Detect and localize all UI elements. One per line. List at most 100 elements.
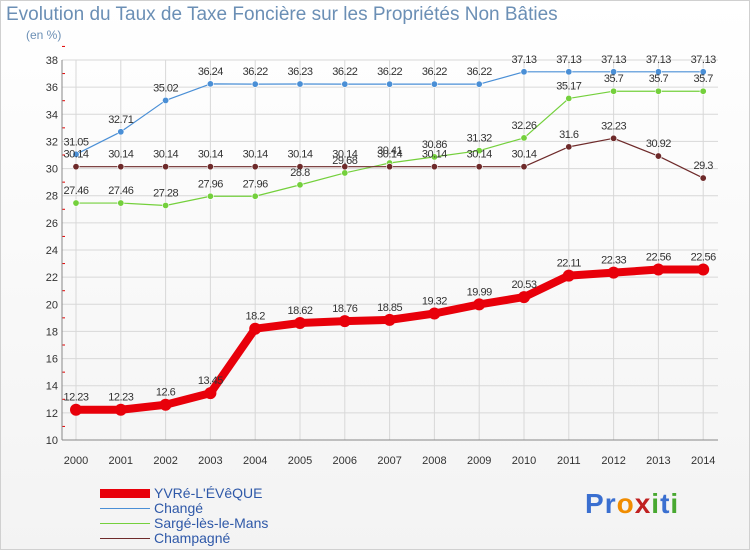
data-point: [117, 199, 125, 207]
data-point: [654, 152, 662, 160]
legend-label: Champagné: [154, 530, 231, 546]
data-point: [162, 201, 170, 209]
data-label: 19.99: [467, 286, 492, 298]
data-point: [607, 266, 620, 279]
x-tick-label: 2014: [691, 455, 715, 467]
legend-label: Changé: [154, 500, 204, 516]
logo-letter: P: [585, 488, 605, 519]
y-tick-label: 26: [46, 218, 58, 230]
data-label: 35.7: [649, 73, 669, 85]
series-lines: [70, 68, 710, 416]
data-point: [341, 163, 349, 171]
data-point: [251, 163, 259, 171]
x-tick-label: 2000: [64, 455, 88, 467]
legend-swatch: [100, 489, 150, 498]
logo-letter: o: [616, 488, 635, 519]
x-tick-label: 2007: [377, 455, 401, 467]
data-point: [162, 96, 170, 104]
data-point: [206, 80, 214, 88]
data-point: [565, 94, 573, 102]
legend-swatch: [100, 508, 150, 509]
x-tick-label: 2009: [467, 455, 491, 467]
data-label: 30.14: [467, 149, 492, 161]
data-label: 36.22: [332, 66, 357, 78]
data-point: [652, 263, 665, 276]
data-point: [428, 307, 441, 320]
legend-item[interactable]: Sargé-lès-le-Mans: [100, 516, 350, 531]
data-label: 30.14: [422, 149, 447, 161]
data-label: 30.41: [377, 145, 402, 157]
data-label: 12.6: [156, 387, 176, 399]
grid-lines: [62, 59, 718, 441]
data-point: [72, 150, 80, 158]
data-label: 36.22: [243, 66, 268, 78]
legend: YVRé-L'ÉVêQUE Changé Sargé-lès-le-Mans C…: [100, 486, 350, 546]
y-tick-label: 18: [46, 326, 58, 338]
data-point: [296, 163, 304, 171]
data-label: 36.22: [377, 66, 402, 78]
data-label: 27.46: [108, 185, 133, 197]
data-point: [70, 403, 82, 416]
y-tick-label: 14: [46, 381, 58, 393]
data-label: 30.92: [646, 138, 671, 150]
y-tick-label: 24: [46, 245, 58, 257]
data-label: 31.05: [63, 136, 88, 148]
data-label: 37.13: [511, 54, 536, 66]
data-label: 27.96: [198, 178, 223, 190]
y-tick-label: 28: [46, 191, 58, 203]
data-label: 30.14: [243, 149, 268, 161]
x-tick-label: 2006: [333, 455, 357, 467]
data-point: [697, 263, 710, 276]
data-label: 18.76: [332, 303, 357, 315]
data-point: [520, 134, 528, 142]
data-label: 30.86: [422, 139, 447, 151]
data-point: [565, 68, 573, 76]
logo-letter: i: [670, 488, 680, 519]
data-point: [430, 80, 438, 88]
data-label: 18.62: [287, 305, 312, 317]
legend-item[interactable]: Changé: [100, 501, 350, 516]
data-point: [341, 169, 349, 177]
data-point: [383, 313, 396, 326]
x-tick-label: 2011: [557, 455, 581, 467]
data-point: [430, 153, 438, 161]
legend-label: Sargé-lès-le-Mans: [154, 515, 269, 531]
legend-item[interactable]: YVRé-L'ÉVêQUE: [100, 486, 350, 501]
data-label: 37.13: [601, 54, 626, 66]
data-label: 30.14: [198, 149, 223, 161]
data-point: [610, 87, 618, 95]
data-point: [162, 163, 170, 171]
data-label: 36.24: [198, 66, 223, 78]
data-label: 18.85: [377, 302, 402, 314]
data-point: [518, 291, 530, 304]
legend-label: YVRé-L'ÉVêQUE: [154, 485, 263, 501]
x-tick-label: 2003: [198, 455, 222, 467]
data-point: [475, 163, 483, 171]
x-tick-label: 2005: [288, 455, 312, 467]
data-point: [699, 87, 707, 95]
legend-item[interactable]: Champagné: [100, 531, 350, 546]
x-tick-label: 2001: [109, 455, 133, 467]
data-label: 12.23: [108, 392, 133, 404]
data-point: [475, 147, 483, 155]
proxiti-logo[interactable]: Proxiti: [585, 488, 679, 520]
data-point: [251, 80, 259, 88]
y-axis-unit: (en %): [26, 28, 62, 42]
data-point: [610, 68, 618, 76]
data-label: 28.8: [290, 167, 310, 179]
x-tick-label: 2008: [422, 455, 446, 467]
data-label: 27.96: [243, 178, 268, 190]
data-label: 32.26: [511, 120, 536, 132]
logo-letter: r: [604, 488, 617, 519]
data-label: 19.32: [422, 296, 447, 308]
data-point: [610, 134, 618, 142]
data-label: 30.14: [108, 149, 133, 161]
y-tick-label: 16: [46, 354, 58, 366]
data-point: [206, 163, 214, 171]
data-point: [699, 68, 707, 76]
data-label: 30.14: [153, 149, 178, 161]
data-point: [296, 80, 304, 88]
data-point: [294, 317, 306, 330]
y-tick-label: 36: [46, 82, 58, 94]
